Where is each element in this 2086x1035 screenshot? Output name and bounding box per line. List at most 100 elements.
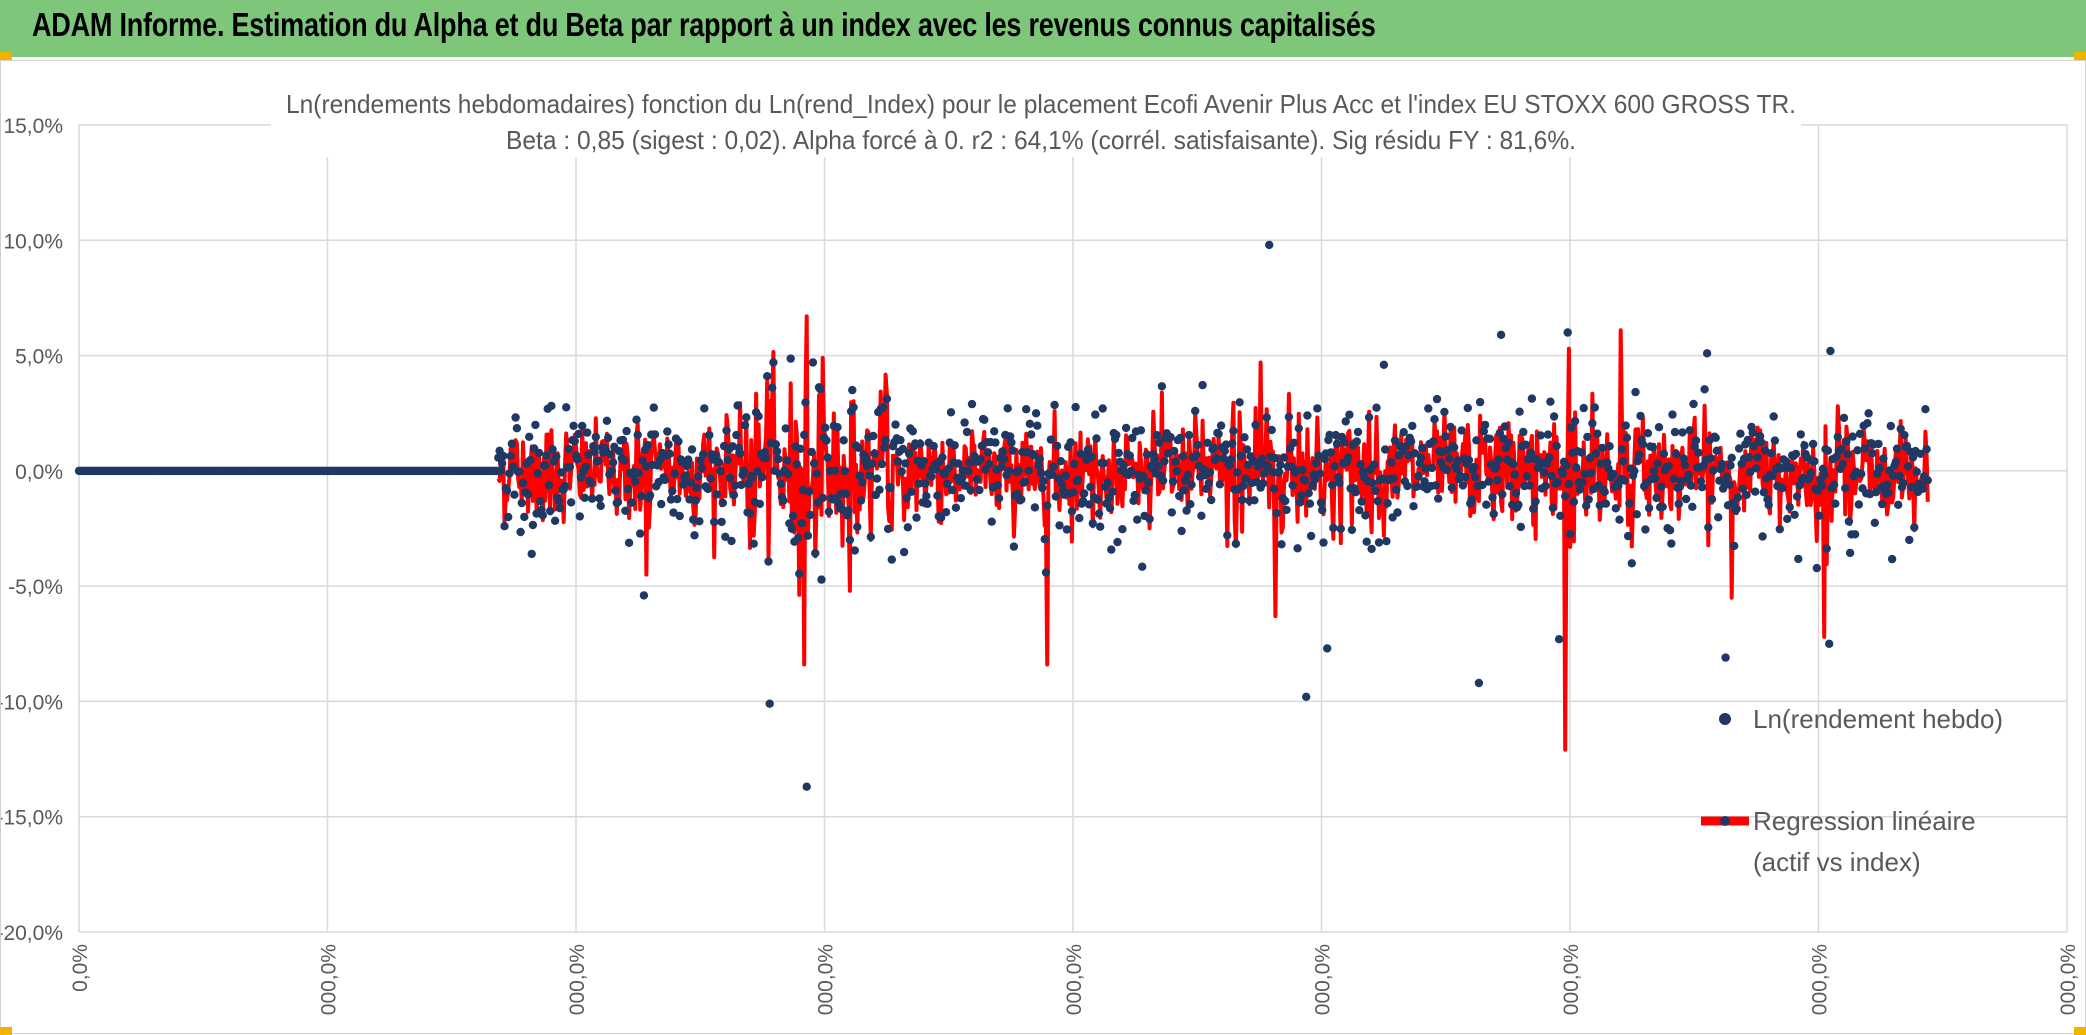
data-point xyxy=(1614,481,1623,491)
data-point xyxy=(1071,402,1080,412)
data-point xyxy=(1323,644,1332,653)
data-point xyxy=(516,527,525,537)
data-point xyxy=(1800,441,1809,450)
data-point xyxy=(842,489,851,498)
data-point xyxy=(622,426,631,436)
data-point xyxy=(1822,544,1831,553)
data-point xyxy=(1665,526,1675,535)
data-point xyxy=(1484,477,1494,486)
data-point xyxy=(1094,509,1104,518)
data-point xyxy=(964,466,973,476)
data-point xyxy=(1178,452,1188,461)
data-point xyxy=(1340,438,1349,447)
data-point xyxy=(721,532,730,541)
data-point xyxy=(1848,432,1857,441)
data-point xyxy=(562,403,571,412)
data-point xyxy=(1744,453,1754,462)
data-point xyxy=(1209,443,1218,452)
data-point xyxy=(1899,478,1908,488)
data-point xyxy=(1721,653,1730,662)
data-point xyxy=(1712,446,1722,455)
data-point xyxy=(603,433,613,442)
data-point xyxy=(805,487,814,496)
data-point xyxy=(1367,544,1376,554)
data-point xyxy=(1478,480,1487,490)
data-point xyxy=(787,524,797,533)
data-point xyxy=(1445,454,1454,463)
data-point xyxy=(975,485,984,495)
data-point xyxy=(1003,404,1012,413)
data-point xyxy=(1494,455,1503,464)
data-point xyxy=(1492,462,1501,471)
data-point xyxy=(618,435,628,445)
data-point xyxy=(1274,467,1284,477)
data-point xyxy=(765,699,774,708)
data-point xyxy=(1237,495,1247,505)
data-point xyxy=(1635,450,1644,460)
data-point xyxy=(1548,503,1558,513)
data-point xyxy=(1609,469,1618,479)
data-point xyxy=(1908,453,1918,462)
data-point xyxy=(564,444,573,454)
data-point xyxy=(1047,470,1057,479)
data-point xyxy=(920,479,930,488)
data-point xyxy=(1615,515,1624,524)
data-point xyxy=(1260,469,1269,478)
data-point xyxy=(761,453,771,463)
data-point xyxy=(1579,403,1588,413)
data-point xyxy=(1024,466,1033,475)
data-point xyxy=(681,471,690,480)
data-point xyxy=(731,481,740,490)
data-point xyxy=(1121,423,1131,433)
data-point xyxy=(1667,539,1676,548)
data-point xyxy=(1136,426,1146,435)
data-point xyxy=(797,518,806,528)
data-point xyxy=(882,394,892,404)
data-point xyxy=(706,474,715,483)
data-point xyxy=(822,436,831,445)
data-point xyxy=(807,447,816,457)
data-point xyxy=(802,782,811,791)
data-point xyxy=(1514,500,1523,509)
data-point xyxy=(999,454,1009,464)
data-point xyxy=(1810,457,1819,466)
data-point xyxy=(716,466,725,476)
data-point xyxy=(1080,489,1089,498)
data-point xyxy=(1521,440,1531,449)
data-point xyxy=(560,481,570,491)
data-point xyxy=(896,435,905,445)
data-point xyxy=(1184,430,1194,440)
data-point xyxy=(1844,517,1854,526)
data-point xyxy=(510,490,519,499)
data-point xyxy=(922,491,931,501)
data-point xyxy=(1525,481,1534,490)
data-point xyxy=(980,415,989,424)
data-point xyxy=(1884,488,1893,497)
data-point xyxy=(624,538,634,547)
data-point xyxy=(1269,484,1279,493)
data-point xyxy=(1193,440,1202,450)
data-point xyxy=(1891,457,1901,466)
data-point xyxy=(1588,419,1597,428)
data-point xyxy=(941,508,951,517)
data-point xyxy=(691,496,700,505)
data-point xyxy=(1271,453,1280,463)
data-point xyxy=(512,424,522,433)
data-point xyxy=(1631,387,1640,397)
data-point xyxy=(1371,486,1380,495)
data-point xyxy=(534,448,544,458)
data-point xyxy=(1155,438,1164,447)
data-point xyxy=(1216,421,1226,430)
data-point xyxy=(1790,510,1799,519)
data-point xyxy=(812,469,821,478)
data-point xyxy=(1382,537,1391,546)
data-point xyxy=(1678,428,1687,437)
data-point xyxy=(1410,449,1420,458)
data-point xyxy=(1732,504,1741,514)
data-point xyxy=(1372,403,1381,412)
data-point xyxy=(1611,504,1621,513)
page-title: ADAM Informe. Estimation du Alpha et du … xyxy=(32,6,1376,43)
data-point xyxy=(1092,434,1101,443)
data-point xyxy=(1214,429,1223,439)
data-point xyxy=(1623,531,1633,541)
